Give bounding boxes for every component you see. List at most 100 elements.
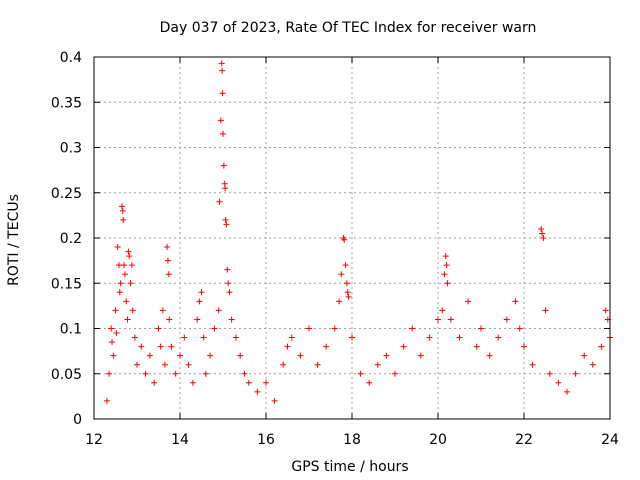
data-point <box>341 236 348 243</box>
grid-lines <box>94 57 610 419</box>
data-point <box>220 162 227 169</box>
data-point <box>314 361 321 368</box>
data-point <box>245 379 252 386</box>
x-tick-label: 20 <box>429 432 447 448</box>
data-point <box>542 307 549 314</box>
data-point <box>125 248 132 255</box>
data-point <box>338 271 345 278</box>
data-point <box>181 334 188 341</box>
data-point <box>564 388 570 395</box>
data-point <box>200 334 207 341</box>
data-point <box>117 280 124 287</box>
data-point <box>241 370 248 377</box>
data-points <box>103 60 613 404</box>
data-point <box>323 343 330 350</box>
data-point <box>426 334 433 341</box>
data-point <box>581 352 588 359</box>
data-point <box>442 253 449 260</box>
x-tick-label: 12 <box>85 432 103 448</box>
data-point <box>222 185 229 192</box>
data-point <box>165 271 172 278</box>
data-point <box>138 343 145 350</box>
y-tick-label: 0.4 <box>60 50 82 66</box>
data-point <box>118 203 125 210</box>
data-point <box>263 379 269 386</box>
data-point <box>131 334 138 341</box>
x-tick-label: 22 <box>515 432 533 448</box>
data-point <box>546 370 553 377</box>
data-point <box>129 307 136 314</box>
data-point <box>224 266 231 273</box>
data-point <box>155 325 162 332</box>
data-point <box>112 307 119 314</box>
data-point <box>345 293 352 300</box>
y-tick-label: 0.05 <box>51 367 82 383</box>
data-point <box>121 262 128 269</box>
data-point <box>216 198 223 205</box>
data-point <box>166 316 173 323</box>
data-point <box>456 334 463 341</box>
data-point <box>108 325 115 332</box>
x-tick-label: 24 <box>601 432 619 448</box>
data-point <box>207 352 214 359</box>
data-point <box>280 361 287 368</box>
data-point <box>254 388 261 395</box>
data-point <box>521 343 527 350</box>
x-tick-label: 18 <box>343 432 361 448</box>
data-point <box>120 216 127 223</box>
data-point <box>465 298 472 305</box>
data-point <box>383 352 390 359</box>
data-point <box>288 334 295 341</box>
data-point <box>164 244 171 251</box>
data-point <box>366 379 373 386</box>
data-point <box>161 361 168 368</box>
data-point <box>344 289 351 296</box>
x-axis-label: GPS time / hours <box>291 459 408 475</box>
data-point <box>336 298 343 305</box>
data-point <box>443 262 450 269</box>
axis-ticks: 12 14 16 18 20 22 24 0 0.05 0.1 0.15 0.2 0.25 0.3 0.35… <box>51 50 619 448</box>
data-point <box>157 343 164 350</box>
data-point <box>215 307 222 314</box>
data-point <box>198 289 205 296</box>
data-point <box>185 361 192 368</box>
data-point <box>598 343 605 350</box>
data-point <box>444 280 451 287</box>
data-point <box>441 271 448 278</box>
x-tick-label: 14 <box>171 432 189 448</box>
data-point <box>134 361 140 368</box>
data-point <box>202 370 209 377</box>
data-point <box>435 316 441 323</box>
data-point <box>126 253 133 260</box>
data-point <box>196 298 203 305</box>
data-point <box>306 325 312 332</box>
data-point <box>103 397 110 404</box>
data-point <box>217 117 224 124</box>
data-point <box>142 370 149 377</box>
data-point <box>115 262 122 269</box>
data-point <box>237 352 244 359</box>
data-point <box>223 221 230 228</box>
y-axis-label: ROTI / TECUs <box>6 194 22 286</box>
data-point <box>343 280 350 287</box>
data-point <box>516 325 523 332</box>
data-point <box>225 280 232 287</box>
data-point <box>439 307 446 314</box>
data-point <box>211 325 218 332</box>
data-point <box>486 352 493 359</box>
data-point <box>194 316 201 323</box>
data-point <box>124 316 131 323</box>
data-point <box>228 316 235 323</box>
data-point <box>478 325 484 332</box>
data-point <box>512 298 519 305</box>
y-tick-label: 0.1 <box>60 322 82 338</box>
data-point <box>123 298 130 305</box>
data-point <box>127 280 134 287</box>
data-point <box>109 339 116 346</box>
data-point <box>218 60 225 67</box>
data-point <box>168 343 175 350</box>
data-point <box>151 379 158 386</box>
data-point <box>146 352 153 359</box>
data-point <box>222 216 229 223</box>
data-point <box>284 343 291 350</box>
